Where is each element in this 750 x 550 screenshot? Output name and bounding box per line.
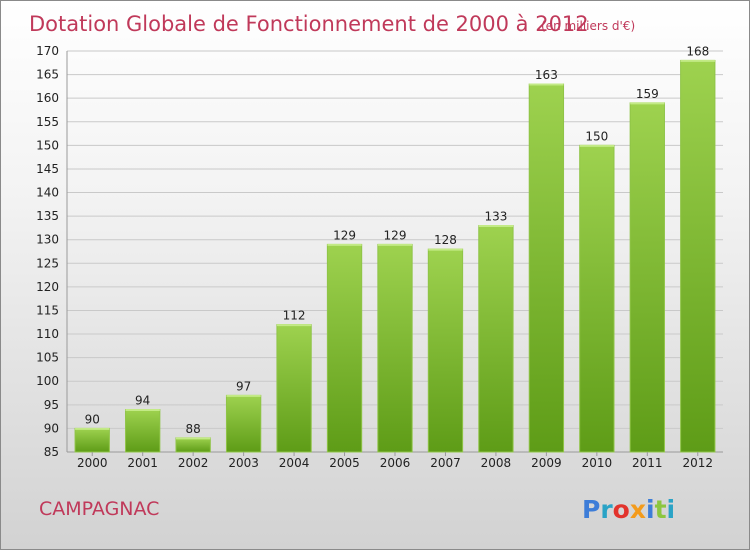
y-tick-label: 95 [44, 398, 59, 412]
y-tick-label: 115 [36, 303, 59, 317]
x-tick-label: 2007 [430, 456, 461, 470]
y-tick-label: 170 [36, 44, 59, 58]
bar [175, 437, 211, 453]
y-tick-label: 130 [36, 233, 59, 247]
bar [680, 59, 716, 453]
proxiti-logo: Proxiti [582, 495, 675, 524]
y-tick-label: 110 [36, 327, 59, 341]
bar [125, 409, 161, 453]
bar [629, 102, 665, 453]
y-tick-label: 90 [44, 421, 59, 435]
x-tick-label: 2009 [531, 456, 562, 470]
bar [377, 243, 413, 453]
x-tick-label: 2006 [380, 456, 411, 470]
data-label: 128 [434, 233, 457, 247]
logo-letter: o [613, 495, 630, 524]
logo-letter: r [600, 495, 613, 524]
data-label: 133 [484, 210, 507, 224]
y-tick-label: 120 [36, 280, 59, 294]
x-tick-label: 2011 [632, 456, 663, 470]
logo-letter: x [630, 495, 646, 524]
x-tick-label: 2004 [279, 456, 310, 470]
bar [427, 248, 464, 453]
y-tick-label: 160 [36, 91, 59, 105]
data-label: 129 [333, 228, 356, 242]
x-tick-label: 2001 [127, 456, 158, 470]
chart-title: Dotation Globale de Fonctionnement de 20… [29, 12, 589, 36]
y-tick-label: 125 [36, 256, 59, 270]
data-label: 129 [384, 228, 407, 242]
logo-letter: t [655, 495, 667, 524]
y-tick-label: 140 [36, 186, 59, 200]
bar [74, 427, 110, 453]
x-tick-label: 2000 [77, 456, 108, 470]
data-label: 88 [186, 422, 201, 436]
proxiti-logo-text: Proxiti [582, 495, 675, 524]
y-tick-label: 165 [36, 68, 59, 82]
chart-subtitle: (en milliers d'€) [541, 19, 635, 33]
y-tick-label: 105 [36, 351, 59, 365]
x-tick-label: 2008 [481, 456, 512, 470]
y-tick-label: 135 [36, 209, 59, 223]
logo-letter: P [582, 495, 600, 524]
bar [276, 324, 312, 453]
bars: 90 94 88 97 112 129 129 128 133 163 150 159 168 [74, 44, 716, 453]
y-tick-label: 85 [44, 445, 59, 459]
data-label: 97 [236, 379, 251, 393]
y-tick-label: 145 [36, 162, 59, 176]
y-tick-label: 100 [36, 374, 59, 388]
bar [326, 243, 363, 453]
y-tick-label: 150 [36, 138, 59, 152]
data-label: 159 [636, 87, 659, 101]
data-label: 94 [135, 394, 150, 408]
x-axis: 2000 2001 2002 2003 2004 2005 2006 2007 2008 2009… [77, 452, 713, 470]
y-tick-label: 155 [36, 115, 59, 129]
x-tick-label: 2002 [178, 456, 209, 470]
logo-letter: i [667, 495, 676, 524]
x-tick-label: 2005 [329, 456, 360, 470]
data-label: 168 [686, 44, 709, 58]
bar [225, 394, 262, 453]
bar [478, 225, 514, 453]
commune-name: CAMPAGNAC [39, 498, 159, 520]
logo-letter: i [646, 495, 655, 524]
data-label: 112 [283, 309, 306, 323]
data-label: 163 [535, 68, 558, 82]
bar [579, 144, 615, 453]
x-tick-label: 2010 [582, 456, 613, 470]
x-tick-label: 2003 [228, 456, 259, 470]
data-label: 150 [585, 129, 608, 143]
bar [528, 83, 565, 453]
x-tick-label: 2012 [682, 456, 713, 470]
data-label: 90 [85, 412, 100, 426]
